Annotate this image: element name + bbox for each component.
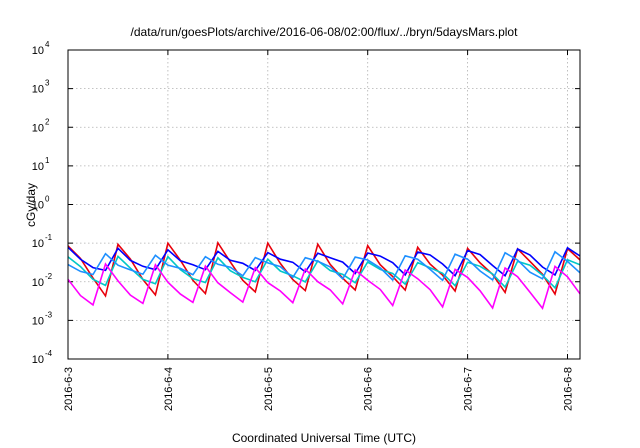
y-tick-exponent: 4 xyxy=(45,40,50,49)
y-tick-base: 10 xyxy=(32,122,44,134)
y-tick-base: 10 xyxy=(32,45,44,57)
y-tick-exponent: -2 xyxy=(45,272,53,281)
y-axis-label: cGy/day xyxy=(24,183,38,227)
plot-frame xyxy=(67,49,581,360)
y-tick-exponent: -4 xyxy=(45,349,53,358)
x-tick-label: 2016-6-3 xyxy=(63,367,75,411)
y-tick-label: 10 xyxy=(32,45,44,57)
y-tick-label: 10 xyxy=(32,354,44,366)
y-tick-exponent: 0 xyxy=(45,195,50,204)
y-tick-label: 10 xyxy=(32,200,44,212)
series-line xyxy=(67,262,581,311)
y-tick-base: 10 xyxy=(32,238,44,250)
y-tick-exponent: -3 xyxy=(45,310,53,319)
y-tick-label: 10 xyxy=(32,122,44,134)
y-tick-base: 10 xyxy=(32,200,44,212)
x-tick-label: 2016-6-8 xyxy=(563,367,575,411)
x-tick-label: 2016-6-7 xyxy=(463,367,475,411)
y-tick-base: 10 xyxy=(32,277,44,289)
x-tick-label: 2016-6-5 xyxy=(263,367,275,411)
x-tick-label: 2016-6-6 xyxy=(363,367,375,411)
series-line xyxy=(67,250,581,282)
y-tick-label: 10 xyxy=(32,277,44,289)
y-tick-label: 10 xyxy=(32,84,44,96)
y-tick-label: 10 xyxy=(32,315,44,327)
y-tick-base: 10 xyxy=(32,315,44,327)
series-line xyxy=(67,240,581,298)
y-tick-exponent: 3 xyxy=(45,79,50,88)
chart-title: /data/run/goesPlots/archive/2016-06-08/0… xyxy=(131,25,519,39)
y-tick-exponent: -1 xyxy=(45,233,53,242)
series-group xyxy=(67,240,581,311)
y-tick-base: 10 xyxy=(32,84,44,96)
grid xyxy=(67,49,580,360)
y-tick-base: 10 xyxy=(32,354,44,366)
y-tick-exponent: 1 xyxy=(45,156,50,165)
y-tick-base: 10 xyxy=(32,161,44,173)
x-tick-labels: 2016-6-3 2016-6-4 2016-6-5 2016-6-6 2016-6-7… xyxy=(63,367,575,411)
x-tick-label: 2016-6-4 xyxy=(163,367,175,411)
y-tick-label: 10 xyxy=(32,238,44,250)
x-axis-label: Coordinated Universal Time (UTC) xyxy=(232,431,416,445)
y-tick-exponent: 2 xyxy=(45,117,50,126)
y-tick-label: 10 xyxy=(32,161,44,173)
